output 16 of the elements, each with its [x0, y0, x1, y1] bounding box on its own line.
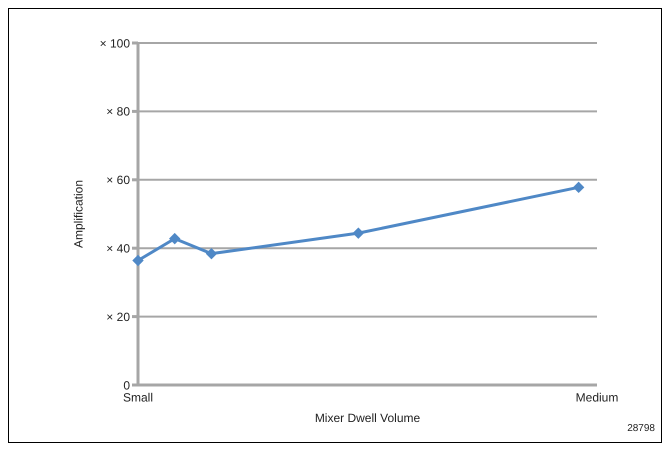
y-axis-title: Amplification [71, 180, 86, 248]
point [352, 228, 364, 239]
y-tick-label: × 80 [106, 104, 130, 119]
point [132, 255, 144, 266]
point [169, 233, 180, 244]
x-tick-label: Medium [576, 390, 618, 405]
y-tick-label: × 40 [106, 241, 130, 256]
y-tick-label: 0 [123, 378, 130, 392]
y-tick-label: × 100 [100, 36, 130, 50]
text: 28798 [627, 423, 655, 434]
point [573, 182, 584, 193]
y-tick-label: × 60 [106, 173, 130, 188]
x-tick-label: Small [122, 390, 154, 405]
x-axis-title: Mixer Dwell Volume [314, 411, 420, 425]
y-tick-label: × 20 [106, 310, 130, 324]
point [206, 248, 217, 260]
